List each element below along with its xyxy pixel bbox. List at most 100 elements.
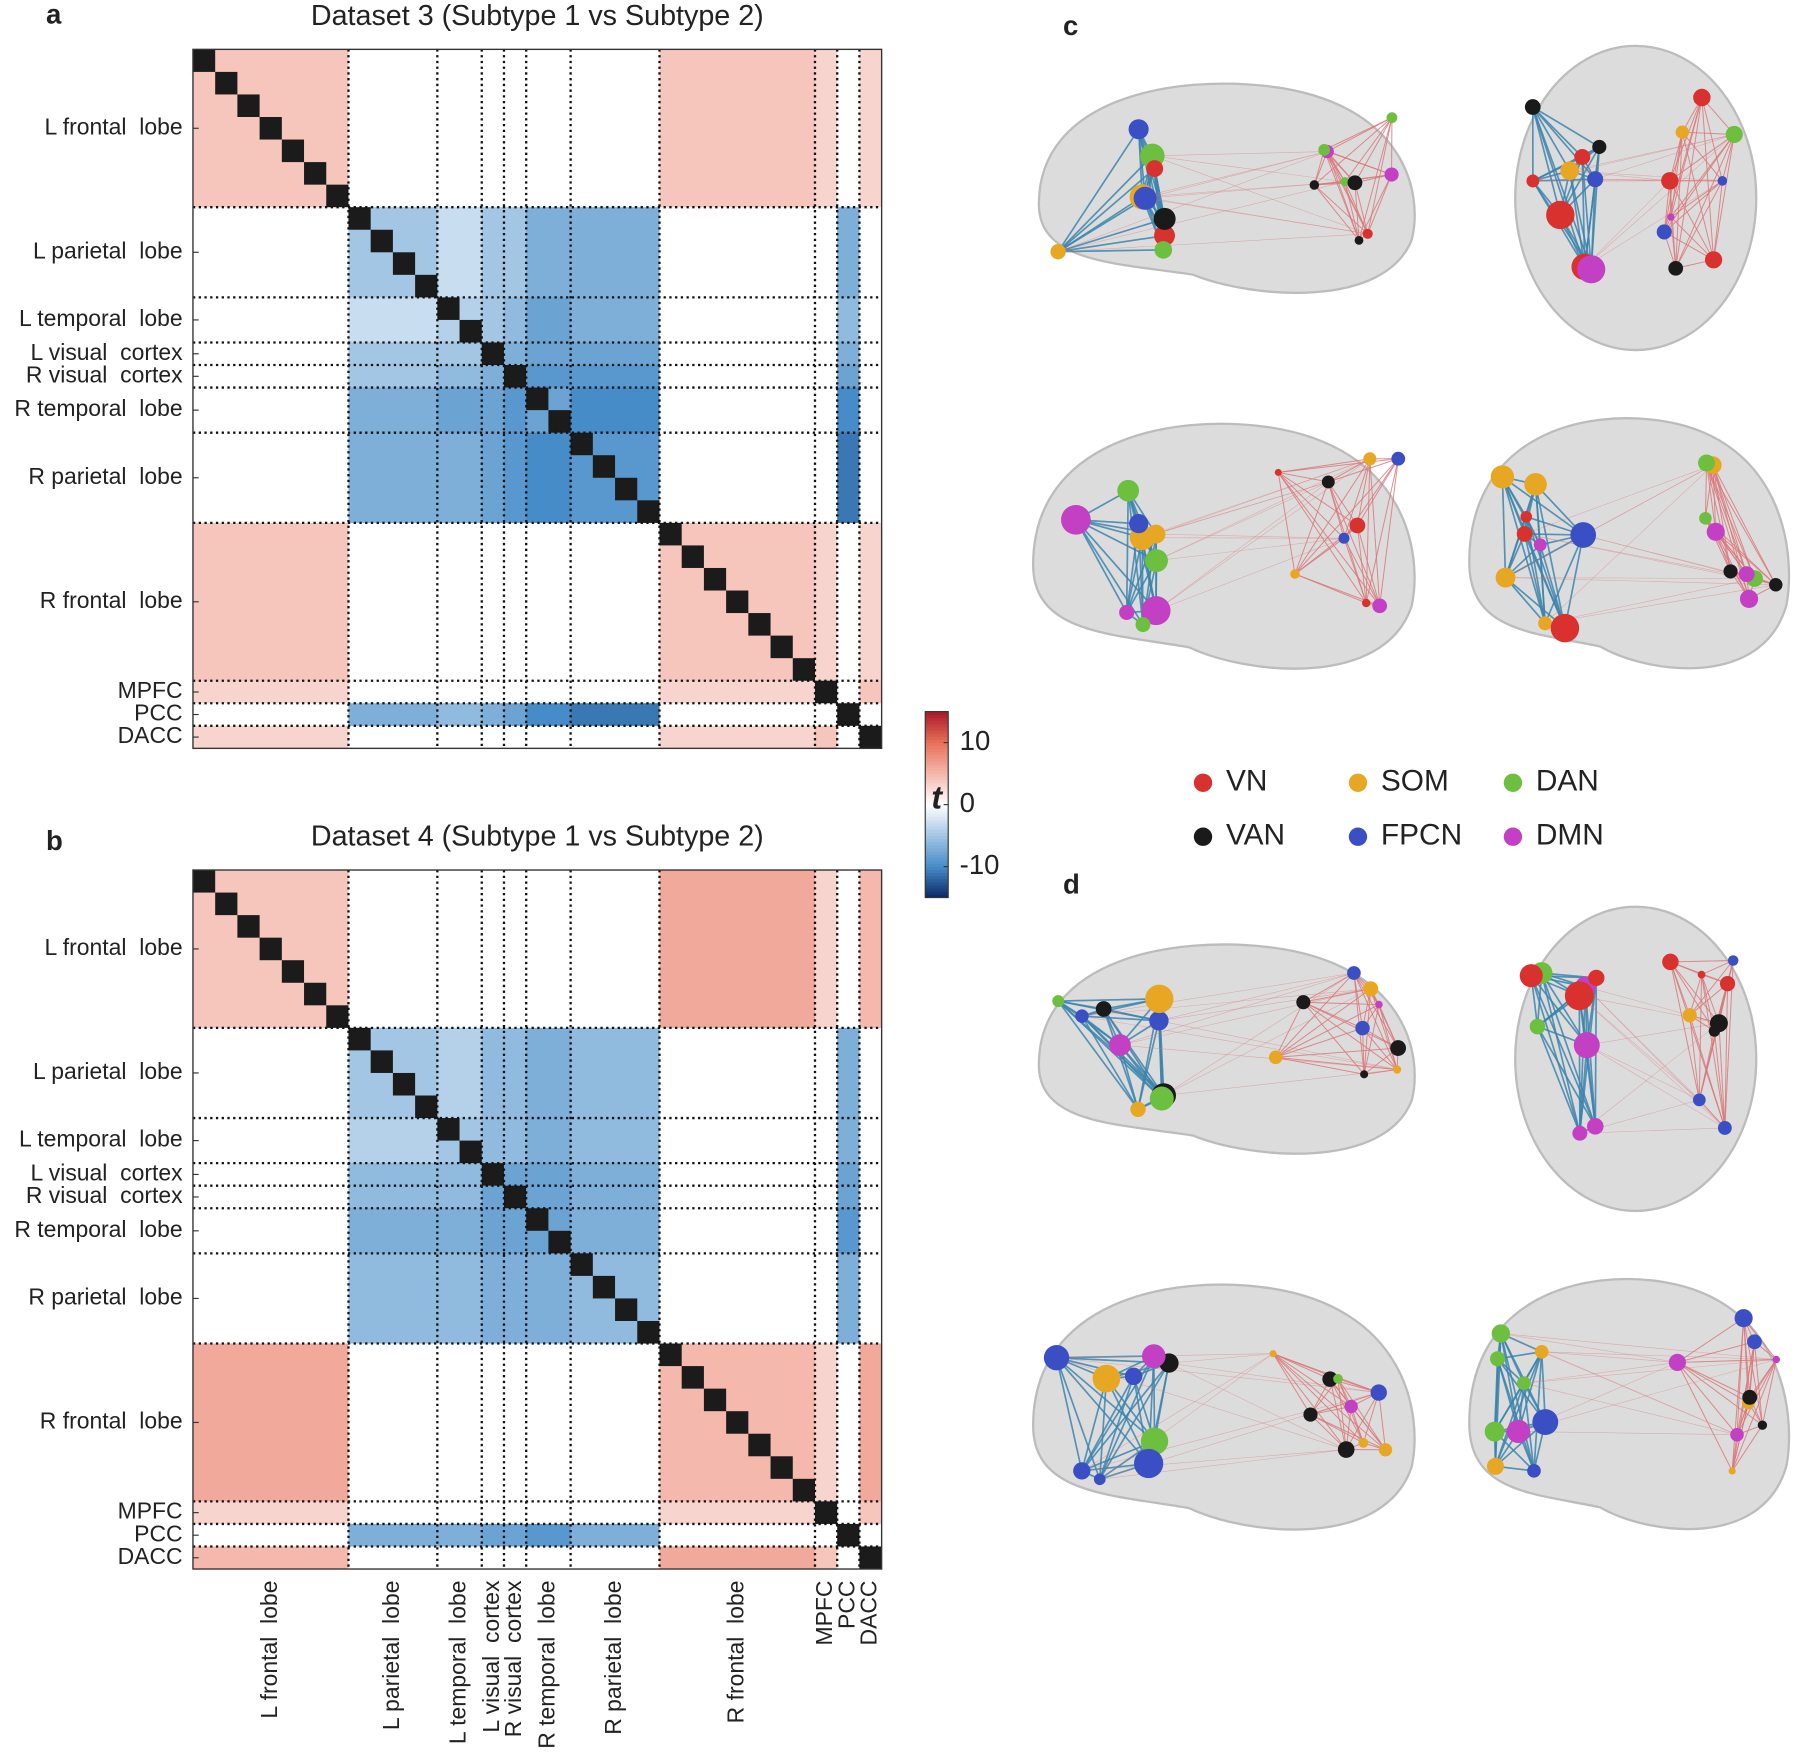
heatmap-cell [837, 870, 860, 1029]
panel-label: a [46, 0, 62, 29]
edge [1586, 1044, 1700, 1101]
node [1124, 1367, 1143, 1386]
colorbar-step [925, 779, 949, 784]
node [1527, 1463, 1541, 1478]
heatmap-cell [814, 297, 838, 343]
heatmap-cell [503, 703, 527, 727]
node [1093, 1473, 1106, 1486]
edge [1743, 1318, 1763, 1426]
edge [1586, 1044, 1725, 1129]
edge [1168, 1362, 1347, 1450]
node [1667, 213, 1675, 221]
heatmap-cell [837, 1163, 860, 1187]
diagonal-cell [837, 1523, 860, 1547]
diagonal-cell [370, 1050, 393, 1073]
edge [1344, 181, 1360, 241]
diagonal-cell [526, 387, 549, 411]
node [1739, 589, 1759, 608]
node [1529, 1018, 1546, 1035]
edge [1501, 476, 1584, 536]
node [1560, 161, 1580, 181]
diagonal-cell [415, 274, 438, 298]
colorbar-step [925, 860, 949, 864]
edge [1544, 464, 1714, 624]
legend-swatch [1193, 773, 1213, 792]
node [1146, 160, 1164, 178]
edge [1701, 97, 1715, 260]
heatmap-cell [526, 1501, 571, 1525]
edge [1158, 988, 1371, 1021]
node [1363, 981, 1379, 997]
edge [1518, 1359, 1777, 1432]
edge [1119, 988, 1371, 1046]
heatmap-cell [348, 297, 438, 343]
heatmap-cell [348, 870, 438, 1029]
edge [1356, 525, 1367, 604]
x-tick-label: L parietal lobe [378, 1581, 404, 1731]
edge [1358, 174, 1392, 241]
heatmap-cell [437, 870, 483, 1029]
diagonal-cell [281, 139, 305, 163]
node [1318, 144, 1331, 156]
edge [1294, 573, 1367, 604]
edge [1158, 972, 1354, 1021]
edge [1698, 974, 1703, 1100]
diagonal-cell [770, 635, 793, 659]
edge [1102, 1008, 1139, 1110]
node [1730, 1427, 1744, 1442]
heatmap-cell [526, 297, 571, 343]
colorbar-step [925, 829, 949, 833]
edge [1585, 986, 1719, 1024]
edge [1670, 961, 1715, 1032]
edge [1275, 1004, 1380, 1058]
colorbar-step [925, 773, 949, 778]
colorbar-step [925, 742, 949, 747]
edge [1142, 151, 1328, 198]
node [1747, 1334, 1762, 1350]
edge [1081, 1392, 1379, 1472]
edge [1505, 577, 1755, 579]
heatmap-cell [192, 365, 349, 388]
node [1384, 167, 1399, 182]
heatmap-cell [814, 1253, 838, 1344]
diagonal-cell [370, 229, 393, 253]
edge [1055, 1357, 1101, 1480]
colorbar-label: t [931, 779, 943, 815]
node [1154, 225, 1175, 247]
heatmap-cell [659, 870, 816, 1029]
node [1592, 139, 1607, 154]
node [1386, 112, 1398, 124]
heatmap-cell [503, 1208, 527, 1254]
heatmap-cell [348, 387, 438, 434]
node [1363, 452, 1377, 466]
node [1061, 504, 1091, 535]
edge [1731, 1359, 1777, 1472]
node [1717, 176, 1728, 186]
y-tick-label: DACC [118, 1543, 183, 1569]
node [1490, 1351, 1506, 1367]
chart-title: Dataset 4 (Subtype 1 vs Subtype 2) [311, 820, 764, 852]
colorbar-step [925, 732, 949, 737]
heatmap-cell [859, 703, 882, 727]
diagonal-cell [681, 1366, 704, 1389]
heatmap-cell [659, 342, 816, 366]
y-tick-label: L visual cortex [30, 1159, 183, 1185]
node [1574, 148, 1591, 166]
heatmap-cell [814, 1118, 838, 1164]
node [1117, 479, 1140, 502]
node [1738, 566, 1755, 583]
diagonal-cell [592, 1275, 616, 1299]
diagonal-cell [703, 1388, 727, 1412]
diagonal-cell [459, 1140, 482, 1164]
diagonal-cell [481, 342, 504, 366]
node [1682, 1008, 1697, 1023]
edge [1055, 1357, 1150, 1465]
heatmap-cell [570, 387, 660, 434]
edge [1541, 1351, 1777, 1360]
edge [1344, 117, 1393, 183]
edge [1057, 234, 1165, 253]
heatmap-cell [570, 1501, 660, 1525]
edge [1329, 1379, 1347, 1450]
heatmap-cell [348, 1163, 438, 1187]
node [1050, 243, 1066, 260]
